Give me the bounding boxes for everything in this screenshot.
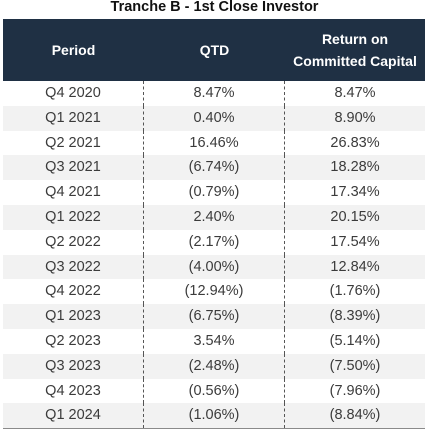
cell-return: (8.39%) <box>329 308 381 325</box>
table-row: Q2 2023 3.54% (5.14%) <box>3 328 425 354</box>
column-header-return: Return on Committed Capital <box>285 19 425 81</box>
cell-qtd: (2.48%) <box>144 353 285 379</box>
cell-return: 17.54% <box>330 233 380 250</box>
cell-return: 17.34% <box>330 184 380 201</box>
table-row: Q2 2021 16.46% 26.83% <box>3 130 425 156</box>
cell-period: Q3 2022 <box>3 254 144 280</box>
table-row: Q3 2022 (4.00%) 12.84% <box>3 254 425 280</box>
cell-period: Q1 2021 <box>3 105 144 131</box>
cell-period: Q4 2022 <box>3 279 144 305</box>
table-title: Tranche B - 1st Close Investor <box>110 0 319 15</box>
cell-return: (7.50%) <box>329 357 381 374</box>
table-row: Q4 2023 (0.56%) (7.96%) <box>3 378 425 404</box>
cell-period: Q2 2022 <box>3 229 144 255</box>
cell-return: (5.14%) <box>329 332 381 349</box>
cell-period: Q2 2023 <box>3 328 144 354</box>
cell-qtd: (12.94%) <box>144 279 285 305</box>
cell-return: 18.28% <box>330 159 380 176</box>
column-header-return-line1: Return on <box>321 31 389 47</box>
cell-return: (8.84%) <box>329 407 381 424</box>
cell-period: Q1 2022 <box>3 204 144 230</box>
cell-return: 12.84% <box>330 258 380 275</box>
table-row: Q1 2022 2.40% 20.15% <box>3 204 425 230</box>
table-row: Q4 2020 8.47% 8.47% <box>3 81 425 106</box>
table-row: Q3 2021 (6.74%) 18.28% <box>3 155 425 181</box>
returns-table: Period QTD Return on Committed Capital Q… <box>3 19 425 430</box>
table-header: Period QTD Return on Committed Capital <box>3 19 425 81</box>
cell-period: Q4 2021 <box>3 180 144 205</box>
table-row: Q3 2023 (2.48%) (7.50%) <box>3 353 425 379</box>
cell-qtd: 8.47% <box>144 81 285 106</box>
cell-qtd: 0.40% <box>144 105 285 131</box>
cell-qtd: 2.40% <box>144 204 285 230</box>
cell-period: Q4 2023 <box>3 378 144 404</box>
cell-return: 20.15% <box>330 208 380 225</box>
table-row: Q1 2024 (1.06%) (8.84%) <box>3 403 425 429</box>
cell-return: (7.96%) <box>329 382 381 399</box>
table-row: Q1 2021 0.40% 8.90% <box>3 105 425 131</box>
table-bottom-border <box>3 428 425 430</box>
table-row: Q4 2021 (0.79%) 17.34% <box>3 180 425 205</box>
cell-return: 8.47% <box>334 85 376 101</box>
table-row: Q4 2022 (12.94%) (1.76%) <box>3 279 425 305</box>
table-body: Q4 2020 8.47% 8.47% Q1 2021 0.40% 8.90% Q2 202… <box>3 81 425 429</box>
cell-qtd: (0.56%) <box>144 378 285 404</box>
cell-return: 8.90% <box>334 109 376 126</box>
cell-qtd: (1.06%) <box>144 403 285 429</box>
cell-qtd: 16.46% <box>144 130 285 156</box>
cell-qtd: (0.79%) <box>144 180 285 205</box>
table-row: Q2 2022 (2.17%) 17.54% <box>3 229 425 255</box>
cell-qtd: 3.54% <box>144 328 285 354</box>
cell-period: Q2 2021 <box>3 130 144 156</box>
cell-qtd: (6.74%) <box>144 155 285 181</box>
column-header-return-line2: Committed Capital <box>293 53 417 69</box>
cell-qtd: (4.00%) <box>144 254 285 280</box>
cell-period: Q1 2024 <box>3 403 144 429</box>
table-row: Q1 2023 (6.75%) (8.39%) <box>3 304 425 329</box>
column-header-qtd: QTD <box>199 42 230 58</box>
cell-return: (1.76%) <box>329 283 381 300</box>
cell-period: Q3 2021 <box>3 155 144 181</box>
cell-period: Q1 2023 <box>3 304 144 329</box>
cell-return: 26.83% <box>330 134 380 151</box>
cell-qtd: (2.17%) <box>144 229 285 255</box>
cell-qtd: (6.75%) <box>144 304 285 329</box>
cell-period: Q3 2023 <box>3 353 144 379</box>
column-header-period: Period <box>51 42 96 58</box>
cell-period: Q4 2020 <box>3 81 144 106</box>
